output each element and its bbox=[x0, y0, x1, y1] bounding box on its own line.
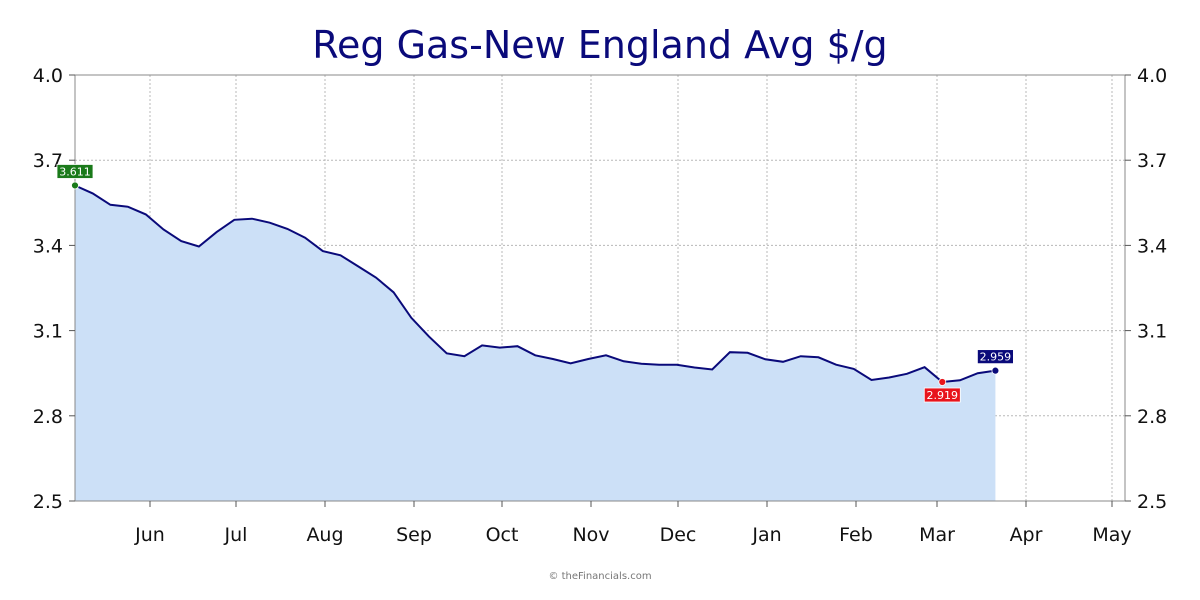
y-tick-label-right: 2.5 bbox=[1137, 491, 1167, 513]
annotation-label: 2.959 bbox=[980, 351, 1012, 364]
annotation-label-bg bbox=[923, 387, 961, 403]
y-tick-label: 3.4 bbox=[33, 235, 63, 257]
x-tick-label: Oct bbox=[486, 524, 519, 546]
x-axis: Jun Jul Aug Sep Oct Nov Dec Jan Feb Mar Apr May bbox=[134, 501, 1132, 546]
annotation-marker bbox=[938, 378, 947, 386]
x-tick-label: Jun bbox=[134, 524, 165, 546]
x-tick-label: Aug bbox=[306, 524, 343, 546]
y-tick-label: 3.1 bbox=[33, 321, 63, 343]
y-tick-label-right: 3.1 bbox=[1137, 321, 1167, 343]
x-tick-label: Dec bbox=[660, 524, 697, 546]
y-tick-label-right: 4.0 bbox=[1137, 65, 1167, 87]
x-tick-label: Jan bbox=[751, 524, 781, 546]
y-tick-label-right: 3.7 bbox=[1137, 150, 1167, 172]
annotation-label-bg bbox=[56, 164, 94, 179]
annotation-marker bbox=[71, 181, 79, 190]
data-points bbox=[74, 185, 996, 383]
y-axis-left: 4.0 3.7 3.4 3.1 2.8 2.5 bbox=[33, 65, 75, 513]
y-tick-label: 2.8 bbox=[33, 406, 63, 428]
annotation-label-bg bbox=[977, 349, 1014, 365]
credit-text: © theFinancials.com bbox=[548, 571, 651, 582]
area-layer bbox=[74, 184, 996, 501]
annotations: 3.611 2.919 2.959 bbox=[56, 164, 1014, 403]
area-fill bbox=[75, 185, 996, 501]
y-tick-label-right: 3.4 bbox=[1137, 235, 1167, 257]
y-tick-label: 3.7 bbox=[33, 150, 63, 172]
x-tick-label: Sep bbox=[396, 524, 432, 546]
x-tick-label: Feb bbox=[839, 524, 873, 546]
x-tick-label: Mar bbox=[919, 524, 955, 546]
annotation-label: 2.919 bbox=[927, 389, 959, 402]
chart-title: Reg Gas-New England Avg $/g bbox=[312, 23, 887, 67]
y-axis-right: 4.0 3.7 3.4 3.1 2.8 2.5 bbox=[1125, 65, 1167, 513]
x-tick-label: Apr bbox=[1010, 524, 1043, 546]
x-tick-label: May bbox=[1092, 524, 1131, 546]
y-tick-label: 4.0 bbox=[33, 65, 63, 87]
y-tick-label-right: 2.8 bbox=[1137, 406, 1167, 428]
annotation-label: 3.611 bbox=[59, 165, 91, 178]
x-tick-label: Nov bbox=[572, 524, 609, 546]
plot-frame bbox=[74, 74, 1126, 502]
y-tick-label: 2.5 bbox=[33, 491, 63, 513]
axes bbox=[74, 74, 1126, 502]
annotation-marker bbox=[991, 366, 1000, 375]
x-tick-label: Jul bbox=[224, 524, 248, 546]
